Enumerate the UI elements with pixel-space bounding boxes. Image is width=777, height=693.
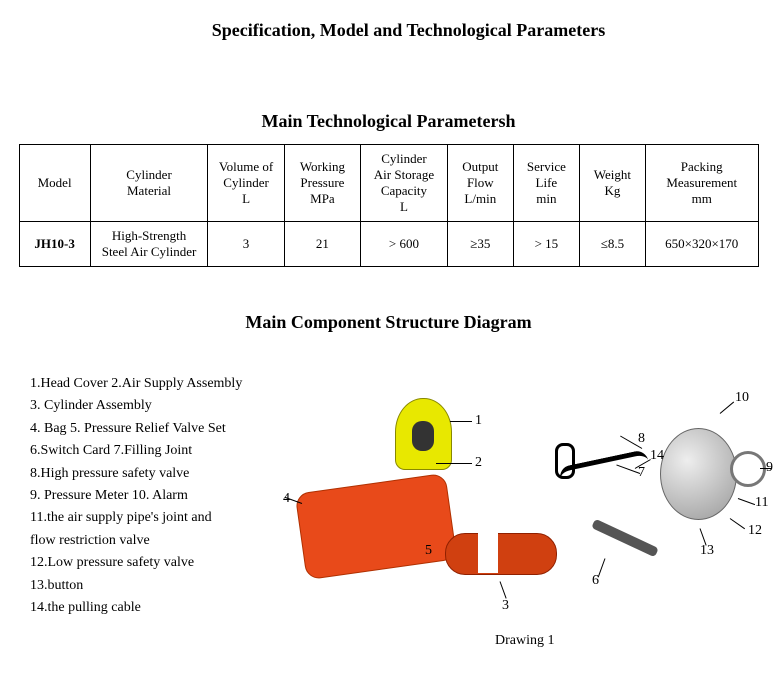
- legend-line: 13.button: [30, 575, 310, 597]
- callout-12: 12: [748, 523, 762, 539]
- callout-1: 1: [475, 413, 482, 429]
- cylinder-band-icon: [478, 533, 498, 573]
- td-flow: ≥35: [447, 222, 513, 267]
- legend-line: 3. Cylinder Assembly: [30, 395, 310, 417]
- section-title-params: Main Technological Parametersh: [0, 111, 777, 132]
- callout-3: 3: [502, 598, 509, 614]
- section-title-diagram: Main Component Structure Diagram: [0, 312, 777, 333]
- cylinder-icon: [445, 533, 557, 575]
- td-packing: 650×320×170: [645, 222, 758, 267]
- th-model: Model: [19, 145, 90, 222]
- component-legend: 1.Head Cover 2.Air Supply Assembly 3. Cy…: [30, 373, 310, 619]
- th-life: Service Life min: [513, 145, 579, 222]
- table-header-row: Model Cylinder Material Volume of Cylind…: [19, 145, 758, 222]
- callout-line: [450, 421, 472, 422]
- table-row: JH10-3 High-Strength Steel Air Cylinder …: [19, 222, 758, 267]
- legend-line: 6.Switch Card 7.Filling Joint: [30, 440, 310, 462]
- th-flow: Output Flow L/min: [447, 145, 513, 222]
- legend-line: flow restriction valve: [30, 530, 310, 552]
- callout-4: 4: [283, 491, 290, 507]
- td-pressure: 21: [284, 222, 360, 267]
- callout-line: [738, 498, 755, 505]
- bag-icon: [295, 473, 458, 580]
- callout-9: 9: [766, 460, 773, 476]
- td-weight: ≤8.5: [579, 222, 645, 267]
- callout-8: 8: [638, 431, 645, 447]
- legend-line: 8.High pressure safety valve: [30, 463, 310, 485]
- callout-2: 2: [475, 455, 482, 471]
- callout-line: [436, 463, 472, 464]
- td-volume: 3: [208, 222, 284, 267]
- callout-7: 7: [638, 465, 645, 481]
- legend-line: 11.the air supply pipe's joint and: [30, 507, 310, 529]
- diagram-area: 1.Head Cover 2.Air Supply Assembly 3. Cy…: [0, 343, 777, 653]
- callout-5: 5: [425, 543, 432, 559]
- td-capacity: > 600: [361, 222, 448, 267]
- callout-14: 14: [650, 448, 664, 464]
- params-table: Model Cylinder Material Volume of Cylind…: [19, 144, 759, 267]
- callout-10: 10: [735, 390, 749, 406]
- callout-line: [500, 581, 507, 598]
- th-material: Cylinder Material: [90, 145, 208, 222]
- legend-line: 12.Low pressure safety valve: [30, 552, 310, 574]
- th-pressure: Working Pressure MPa: [284, 145, 360, 222]
- th-packing: Packing Measurement mm: [645, 145, 758, 222]
- th-volume: Volume of Cylinder L: [208, 145, 284, 222]
- th-weight: Weight Kg: [579, 145, 645, 222]
- td-life: > 15: [513, 222, 579, 267]
- callout-line: [720, 402, 734, 414]
- legend-line: 9. Pressure Meter 10. Alarm: [30, 485, 310, 507]
- td-material: High-Strength Steel Air Cylinder: [90, 222, 208, 267]
- legend-line: 4. Bag 5. Pressure Relief Valve Set: [30, 418, 310, 440]
- switch-card-icon: [591, 519, 659, 558]
- page-title-spec: Specification, Model and Technological P…: [0, 20, 777, 41]
- legend-line: 1.Head Cover 2.Air Supply Assembly: [30, 373, 310, 395]
- legend-line: 14.the pulling cable: [30, 597, 310, 619]
- callout-6: 6: [592, 573, 599, 589]
- td-model: JH10-3: [19, 222, 90, 267]
- pressure-meter-icon: [730, 451, 766, 487]
- head-cover-face-icon: [412, 421, 434, 451]
- th-capacity: Cylinder Air Storage Capacity L: [361, 145, 448, 222]
- callout-11: 11: [755, 495, 768, 511]
- drawing-label: Drawing 1: [495, 633, 555, 649]
- valve-assembly-icon: [660, 428, 737, 520]
- callout-13: 13: [700, 543, 714, 559]
- callout-line: [730, 518, 745, 529]
